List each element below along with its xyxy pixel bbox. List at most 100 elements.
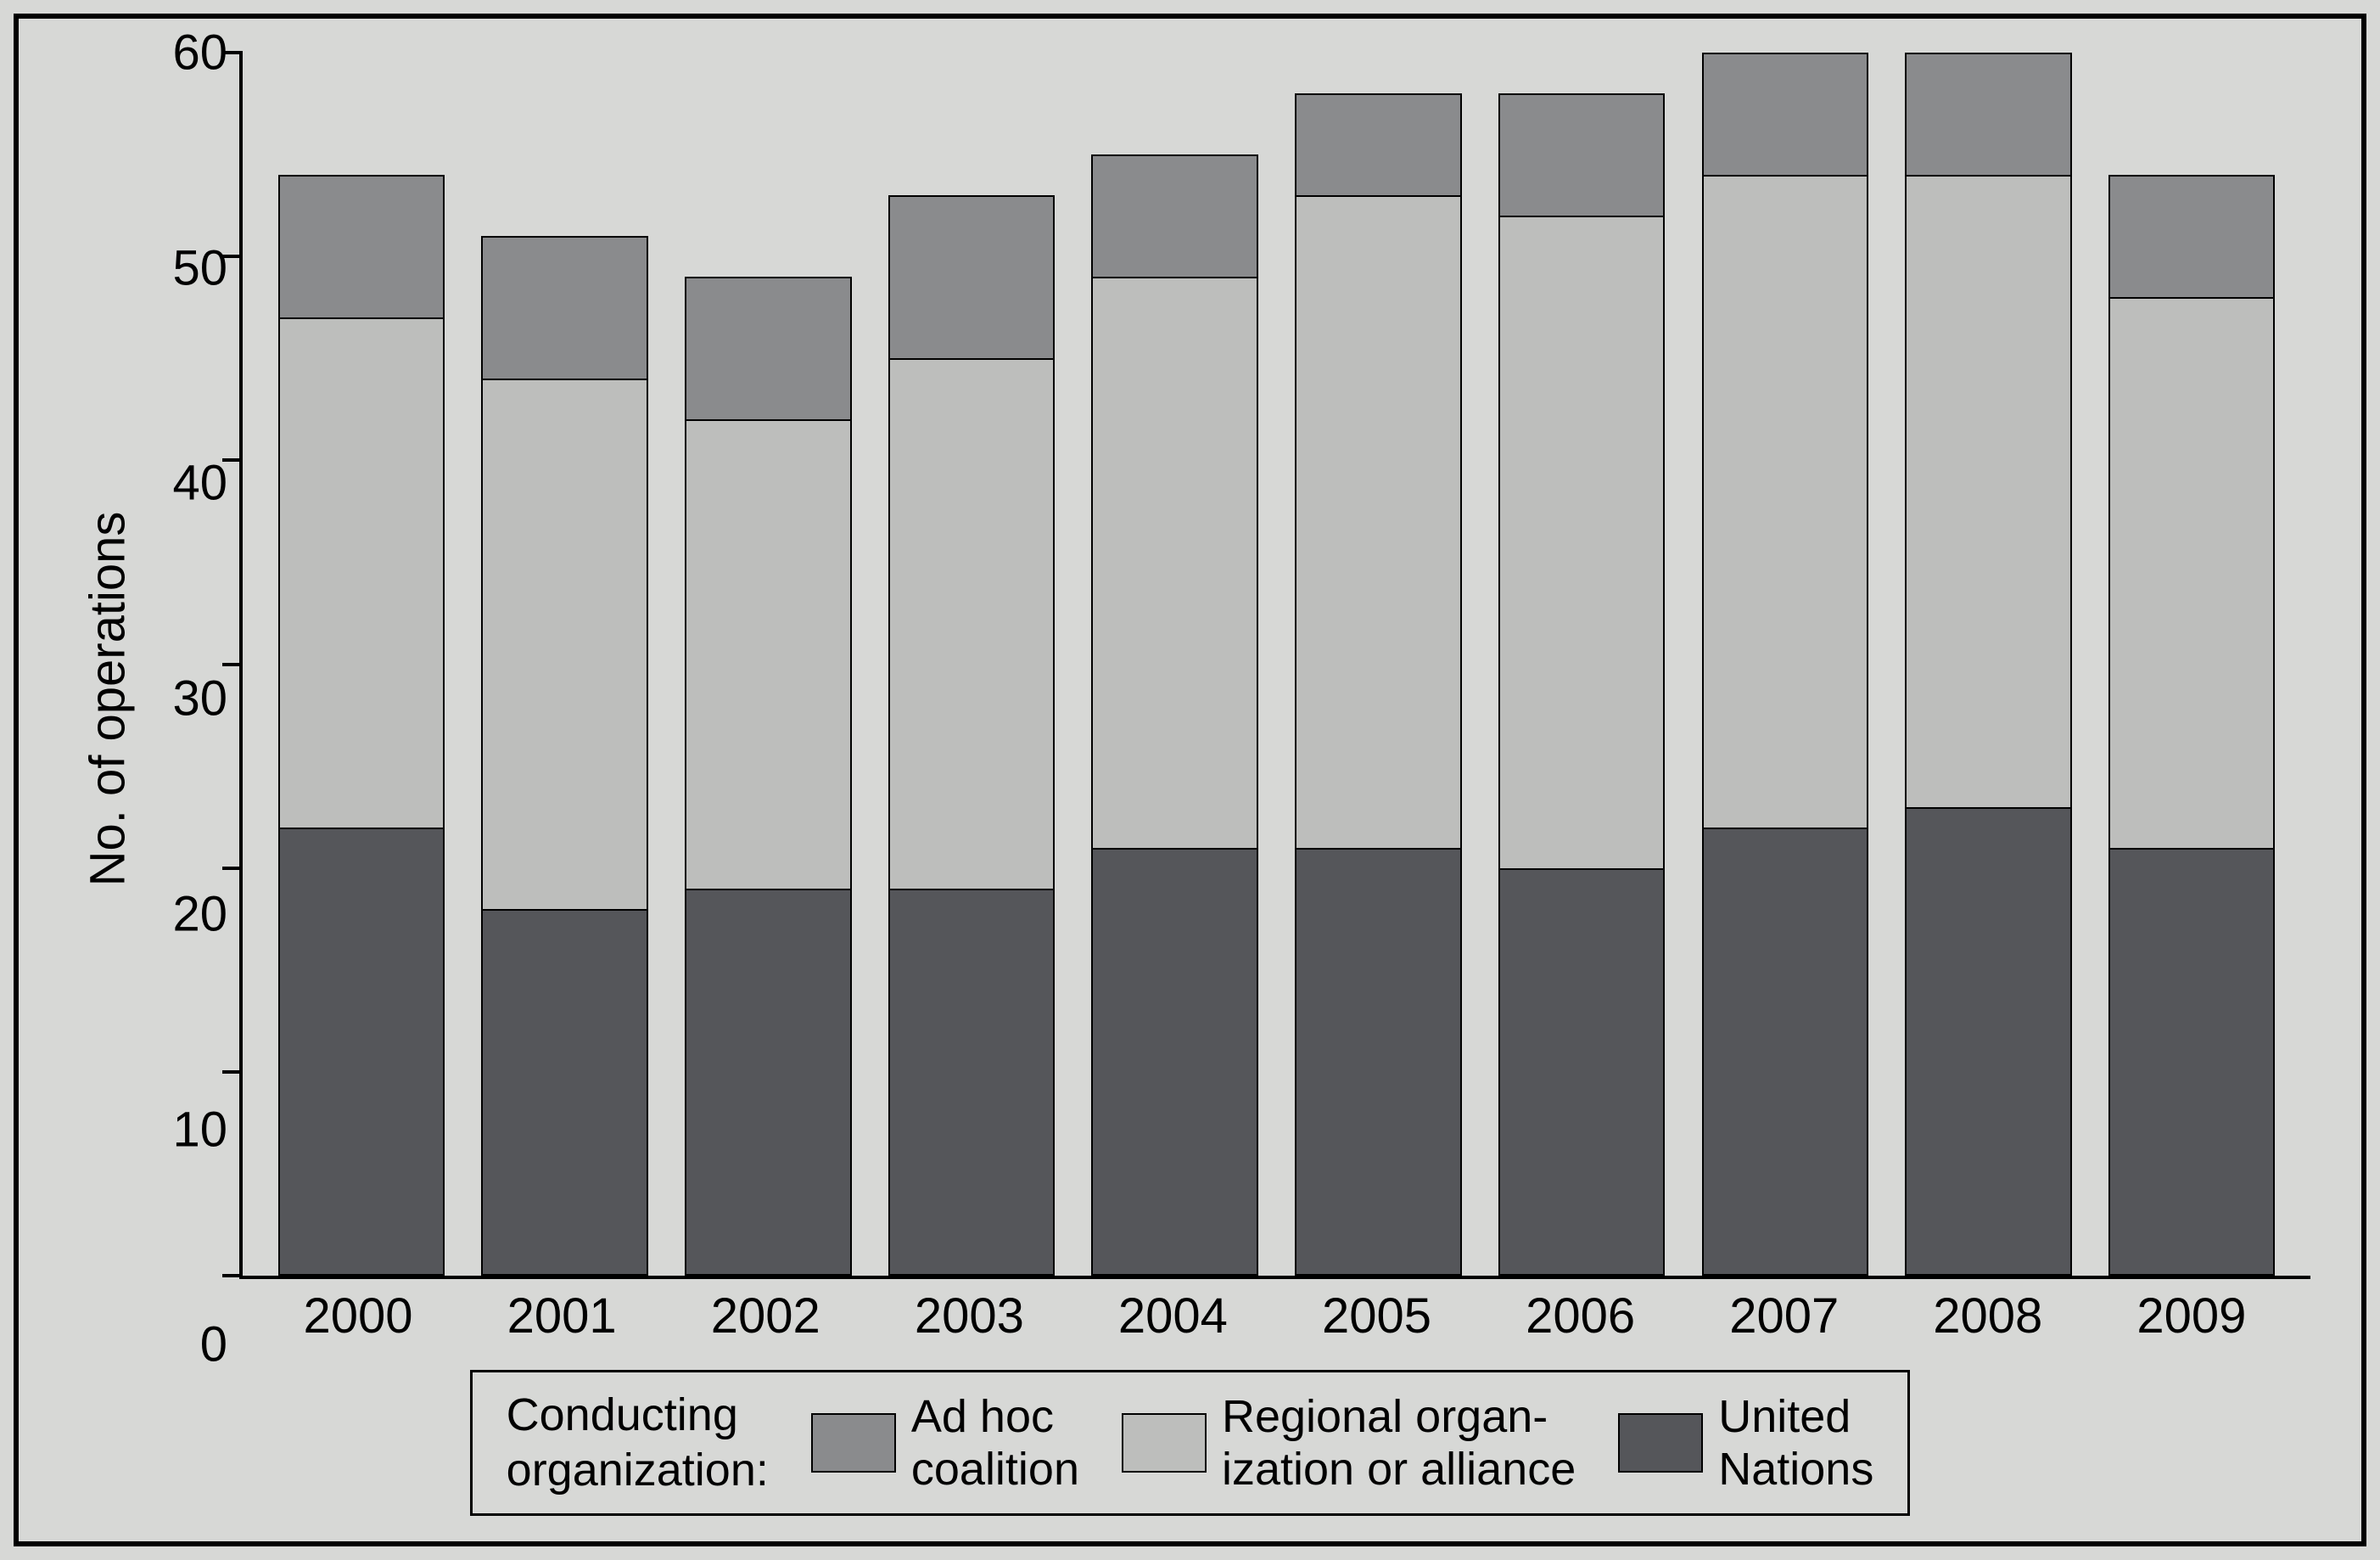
x-tick-label: 2006 — [1479, 1288, 1683, 1344]
bar-segment-un — [1702, 828, 1869, 1277]
bar-slot — [1073, 53, 1277, 1276]
bar-segment-adhoc — [888, 195, 1056, 358]
bar-segment-regional — [1702, 175, 1869, 828]
bar-segment-un — [685, 889, 852, 1276]
x-tick-label: 2003 — [867, 1288, 1071, 1344]
legend-title-line: Conducting — [507, 1388, 769, 1443]
legend-text: Regional organ-ization or alliance — [1222, 1390, 1576, 1495]
chart-zone: No. of operations 0102030405060 20002001… — [70, 53, 2310, 1344]
bar-segment-adhoc — [1905, 53, 2072, 175]
bar-segment-un — [1905, 807, 2072, 1277]
legend-text: Ad hoccoalition — [911, 1390, 1079, 1495]
bar — [1498, 53, 1666, 1276]
bar-segment-adhoc — [1498, 93, 1666, 216]
y-axis-label-wrap: No. of operations — [70, 53, 146, 1344]
bar-segment-adhoc — [1091, 154, 1258, 277]
bar-segment-adhoc — [481, 236, 648, 379]
bar-segment-un — [1091, 848, 1258, 1276]
bar-segment-regional — [2108, 297, 2276, 848]
y-tick-label: 60 — [172, 25, 227, 81]
x-tick-label: 2008 — [1886, 1288, 2090, 1344]
bars-container — [243, 53, 2310, 1276]
legend-item-regional: Regional organ-ization or alliance — [1122, 1388, 1576, 1498]
bar-segment-un — [1498, 868, 1666, 1276]
bar-slot — [2090, 53, 2293, 1276]
bar-slot — [463, 53, 667, 1276]
bar — [1905, 53, 2072, 1276]
bar-segment-regional — [1295, 195, 1462, 848]
bar-segment-adhoc — [1295, 93, 1462, 195]
legend-title: Conductingorganization: — [507, 1388, 769, 1498]
bar-slot — [260, 53, 463, 1276]
x-tick-label: 2005 — [1274, 1288, 1478, 1344]
bar-slot — [1887, 53, 2091, 1276]
x-tick-label: 2002 — [664, 1288, 867, 1344]
legend-text-line: coalition — [911, 1443, 1079, 1495]
bar — [685, 53, 852, 1276]
bar-segment-adhoc — [278, 175, 445, 317]
legend-swatch — [1122, 1413, 1207, 1473]
bar-segment-regional — [1905, 175, 2072, 807]
y-tick-label: 30 — [172, 671, 227, 727]
bar — [1702, 53, 1869, 1276]
y-axis-label: No. of operations — [80, 511, 137, 886]
bar-slot — [870, 53, 1073, 1276]
legend-swatch — [1618, 1413, 1703, 1473]
bar-segment-un — [278, 828, 445, 1277]
legend-text-line: ization or alliance — [1222, 1443, 1576, 1495]
plot-column: 2000200120022003200420052006200720082009 — [239, 53, 2310, 1344]
bar-segment-regional — [481, 379, 648, 909]
y-axis-ticks: 0102030405060 — [146, 53, 239, 1344]
bar — [888, 53, 1056, 1276]
x-tick-label: 2007 — [1683, 1288, 1886, 1344]
y-tick-mark — [222, 255, 243, 258]
bar — [1295, 53, 1462, 1276]
y-tick-label: 10 — [172, 1101, 227, 1158]
bar-segment-adhoc — [1702, 53, 1869, 175]
bar-segment-adhoc — [2108, 175, 2276, 297]
bar-slot — [666, 53, 870, 1276]
y-tick-label: 20 — [172, 885, 227, 942]
plot-area — [239, 53, 2310, 1279]
bar-segment-regional — [685, 419, 852, 889]
legend: Conductingorganization: Ad hoccoalition R… — [470, 1370, 1911, 1516]
y-tick-label: 50 — [172, 239, 227, 296]
bar-segment-regional — [1091, 277, 1258, 848]
bar — [1091, 53, 1258, 1276]
legend-title-line: organization: — [507, 1443, 769, 1498]
bar-slot — [1683, 53, 1887, 1276]
bar-segment-regional — [1498, 216, 1666, 868]
legend-text-line: Regional organ- — [1222, 1390, 1576, 1443]
bar-segment-regional — [278, 317, 445, 828]
bar-segment-regional — [888, 358, 1056, 889]
bar — [278, 53, 445, 1276]
bar-slot — [1277, 53, 1481, 1276]
legend-text: UnitedNations — [1718, 1390, 1873, 1495]
bar-segment-un — [2108, 848, 2276, 1276]
y-tick-label: 40 — [172, 455, 227, 512]
x-tick-label: 2001 — [460, 1288, 664, 1344]
y-tick-mark — [222, 1274, 243, 1277]
y-tick-mark — [222, 663, 243, 666]
x-tick-label: 2004 — [1071, 1288, 1274, 1344]
legend-item-adhoc: Ad hoccoalition — [811, 1388, 1079, 1498]
legend-item-un: UnitedNations — [1618, 1388, 1873, 1498]
chart-frame: No. of operations 0102030405060 20002001… — [14, 14, 2366, 1546]
bar — [481, 53, 648, 1276]
bar — [2108, 53, 2276, 1276]
bar-slot — [1480, 53, 1683, 1276]
legend-text-line: Ad hoc — [911, 1390, 1079, 1443]
bar-segment-adhoc — [685, 277, 852, 419]
x-tick-label: 2009 — [2090, 1288, 2293, 1344]
x-axis-ticks: 2000200120022003200420052006200720082009 — [239, 1279, 2310, 1344]
y-tick-mark — [222, 1070, 243, 1074]
y-tick-mark — [222, 51, 243, 54]
legend-swatch — [811, 1413, 896, 1473]
page-background: No. of operations 0102030405060 20002001… — [0, 0, 2380, 1560]
bar-segment-un — [888, 889, 1056, 1276]
bar-segment-un — [481, 909, 648, 1276]
y-tick-mark — [222, 458, 243, 462]
bar-segment-un — [1295, 848, 1462, 1276]
y-tick-mark — [222, 867, 243, 870]
legend-text-line: Nations — [1718, 1443, 1873, 1495]
